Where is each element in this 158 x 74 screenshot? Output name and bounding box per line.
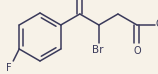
Text: Br: Br (92, 45, 104, 55)
Text: F: F (6, 63, 11, 73)
Text: O: O (133, 46, 141, 56)
Text: OH: OH (156, 19, 158, 29)
